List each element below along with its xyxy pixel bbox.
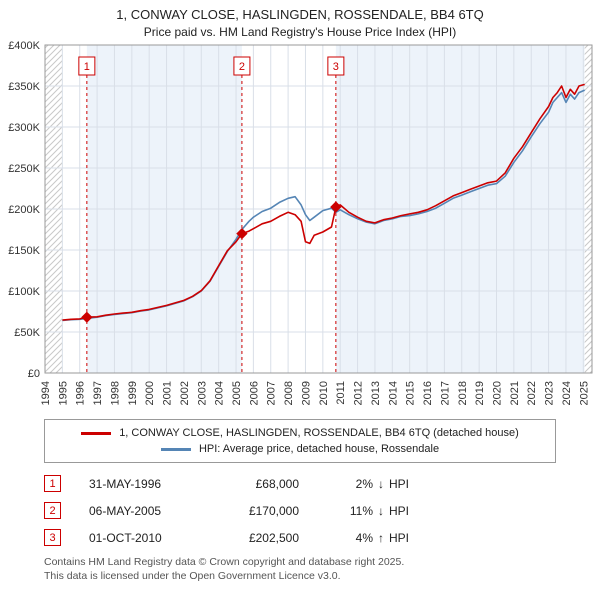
x-tick-label: 2008 [283, 381, 295, 405]
y-tick-label: £50K [14, 327, 40, 339]
y-tick-label: £300K [8, 122, 40, 134]
sale-number: 1 [84, 61, 90, 73]
y-tick-label: £350K [8, 81, 40, 93]
x-tick-label: 2000 [144, 381, 156, 405]
x-tick-label: 1994 [40, 381, 52, 405]
sale-price: £68,000 [255, 476, 299, 491]
sale-number: 2 [239, 61, 245, 73]
x-tick-label: 2002 [179, 381, 191, 405]
sales-table: 1 31-MAY-1996 £68,000 2% ↓ HPI 2 06-MAY-… [44, 475, 600, 546]
sale-row-3: 3 01-OCT-2010 £202,500 4% ↑ HPI [44, 529, 600, 546]
x-tick-label: 2012 [353, 381, 365, 405]
sale-hpi-comparison: 11% ↓ HPI [349, 503, 410, 518]
x-tick-label: 2021 [509, 381, 521, 405]
sale-number: 3 [333, 61, 339, 73]
x-tick-label: 2010 [318, 381, 330, 405]
x-tick-label: 2023 [544, 381, 556, 405]
sale-hpi-comparison: 2% ↓ HPI [355, 476, 410, 491]
sale-number-badge: 3 [44, 529, 61, 546]
footer-line-2: This data is licensed under the Open Gov… [44, 569, 341, 582]
x-tick-label: 2011 [335, 381, 347, 405]
sale-number-badge: 1 [44, 475, 61, 492]
x-tick-label: 2009 [300, 381, 312, 405]
x-tick-label: 2007 [266, 381, 278, 405]
sale-row-2: 2 06-MAY-2005 £170,000 11% ↓ HPI [44, 502, 600, 519]
x-tick-label: 2019 [474, 381, 486, 405]
page-title: 1, CONWAY CLOSE, HASLINGDEN, ROSSENDALE,… [116, 7, 484, 22]
x-tick-label: 2025 [578, 381, 590, 405]
property-line-swatch [81, 431, 112, 435]
x-tick-label: 2022 [526, 381, 538, 405]
sale-point-marker [330, 201, 342, 213]
x-tick-label: 2004 [214, 381, 226, 405]
x-tick-label: 2020 [491, 381, 503, 405]
x-tick-label: 2018 [457, 381, 469, 405]
plot-border [44, 44, 593, 374]
property-price-line [62, 83, 585, 321]
sale-hpi-comparison: 4% ↑ HPI [355, 530, 410, 545]
price-history-chart: £0 £50K £100K £150K £200K £250K £300K £350K £400… [8, 40, 593, 405]
sale-price: £170,000 [248, 503, 299, 518]
sale-number-box [78, 56, 96, 76]
x-tick-label: 2014 [387, 381, 399, 405]
x-tick-label: 2024 [561, 381, 573, 405]
hpi-direction-arrow: ↓ [378, 503, 384, 518]
sale-number-box [327, 56, 345, 76]
x-tick-label: 1998 [109, 381, 121, 405]
y-tick-label: £200K [8, 204, 40, 216]
sale-date: 31-MAY-1996 [89, 476, 162, 491]
x-tick-label: 2003 [196, 381, 208, 405]
y-tick-label: £250K [8, 163, 40, 175]
y-tick-label: £100K [8, 286, 40, 298]
hpi-line-swatch [160, 447, 191, 451]
x-tick-label: 2016 [422, 381, 434, 405]
x-tick-label: 2015 [405, 381, 417, 405]
legend-entry-property: 1, CONWAY CLOSE, HASLINGDEN, ROSSENDALE,… [51, 425, 549, 441]
x-tick-label: 1999 [127, 381, 139, 405]
page-subtitle: Price paid vs. HM Land Registry's House … [143, 25, 457, 39]
page: 1, CONWAY CLOSE, HASLINGDEN, ROSSENDALE,… [0, 7, 600, 583]
license-footer: Contains HM Land Registry data © Crown c… [44, 556, 600, 583]
x-tick-label: 2013 [370, 381, 382, 405]
y-tick-label: £0 [28, 368, 40, 380]
sale-price: £202,500 [248, 530, 299, 545]
y-tick-label: £400K [8, 40, 40, 52]
sale-point-marker [236, 227, 248, 240]
x-tick-label: 1995 [57, 381, 69, 405]
x-tick-label: 2005 [231, 381, 243, 405]
legend-label-hpi: HPI: Average price, detached house, Ross… [198, 443, 440, 455]
chart-legend: 1, CONWAY CLOSE, HASLINGDEN, ROSSENDALE,… [44, 419, 556, 463]
sale-date: 01-OCT-2010 [89, 530, 162, 545]
x-tick-label: 2017 [439, 381, 451, 405]
sale-number-badge: 2 [44, 502, 61, 519]
legend-label-property: 1, CONWAY CLOSE, HASLINGDEN, ROSSENDALE,… [119, 427, 519, 439]
x-tick-label: 1996 [75, 381, 87, 405]
x-tick-label: 1997 [92, 381, 104, 405]
y-tick-label: £150K [8, 245, 40, 257]
legend-entry-hpi: HPI: Average price, detached house, Ross… [51, 441, 549, 457]
hpi-direction-arrow: ↑ [378, 530, 384, 545]
hpi-direction-arrow: ↓ [378, 476, 384, 491]
footer-line-1: Contains HM Land Registry data © Crown c… [44, 556, 405, 568]
sale-number-box [233, 56, 251, 76]
sale-row-1: 1 31-MAY-1996 £68,000 2% ↓ HPI [44, 475, 600, 492]
sale-date: 06-MAY-2005 [89, 503, 162, 518]
x-tick-label: 2001 [162, 381, 174, 405]
x-tick-label: 2006 [248, 381, 260, 405]
